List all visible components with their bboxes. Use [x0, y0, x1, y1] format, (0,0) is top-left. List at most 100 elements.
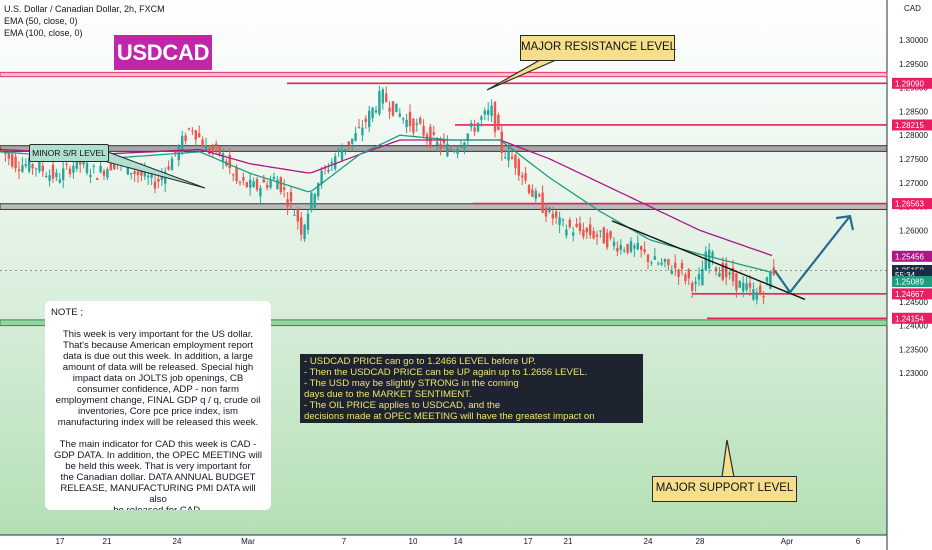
- y-tick-label: 1.30000: [899, 36, 928, 45]
- forecast-box: - USDCAD PRICE can go to 1.2466 LEVEL be…: [300, 354, 643, 423]
- candle-body: [330, 162, 333, 164]
- x-tick-label: 6: [856, 537, 861, 546]
- candle-body: [595, 234, 599, 237]
- candle-body: [745, 283, 748, 290]
- candle-body: [140, 170, 143, 176]
- candle-body: [626, 244, 629, 253]
- candle-body: [235, 167, 238, 182]
- candle-body: [201, 139, 204, 148]
- candle-body: [667, 259, 670, 265]
- support-callout: MAJOR SUPPORT LEVEL: [652, 476, 797, 502]
- price-tag-label: 1.28215: [895, 121, 924, 130]
- price-tag: [892, 276, 932, 288]
- trend-line: [611, 220, 806, 301]
- candle-body: [96, 178, 99, 180]
- candle-body: [293, 214, 296, 216]
- candle-body: [347, 141, 350, 146]
- mid-zone: [0, 203, 888, 210]
- ema100-legend: EMA (100, close, 0): [4, 28, 83, 38]
- candle-body: [483, 110, 486, 115]
- x-tick-label: 21: [564, 537, 573, 546]
- candle-body: [582, 229, 585, 237]
- candle-body: [351, 138, 354, 144]
- candle-body: [204, 145, 208, 151]
- candle-body: [65, 164, 68, 166]
- candle-body: [72, 165, 75, 173]
- candle-body: [772, 267, 775, 275]
- candle-body: [174, 149, 177, 154]
- candle-body: [646, 254, 650, 262]
- candle-body: [735, 273, 738, 290]
- x-tick-label: Apr: [781, 537, 794, 546]
- candle-body: [701, 268, 704, 286]
- candle-body: [68, 168, 72, 175]
- candle-body: [555, 211, 558, 218]
- y-tick-label: 1.24500: [899, 298, 928, 307]
- candle-body: [544, 207, 548, 217]
- candle-body: [82, 159, 85, 165]
- x-tick-label: 7: [342, 537, 347, 546]
- candle-body: [184, 135, 187, 142]
- candle-body: [599, 230, 602, 232]
- candle-body: [456, 148, 459, 155]
- currency-label: CAD: [904, 4, 921, 13]
- y-tick-label: 1.24000: [899, 322, 928, 331]
- candle-body: [653, 256, 656, 260]
- candle-body: [334, 156, 337, 169]
- candle-body: [629, 241, 633, 252]
- candle-body: [109, 161, 112, 171]
- candle-body: [422, 126, 425, 136]
- candle-body: [521, 175, 524, 178]
- x-tick-label: 24: [173, 537, 182, 546]
- candle-body: [453, 150, 456, 153]
- candle-body: [510, 156, 514, 159]
- candle-body: [187, 128, 191, 130]
- candle-body: [606, 232, 609, 248]
- candle-body: [500, 131, 503, 154]
- candle-body: [674, 262, 677, 269]
- candle-body: [718, 272, 721, 277]
- candle-body: [51, 164, 55, 179]
- note-title: NOTE ;: [51, 307, 83, 318]
- candle-body: [181, 135, 184, 152]
- price-tag: [892, 269, 932, 281]
- candle-body: [419, 118, 422, 124]
- candle-body: [487, 109, 490, 115]
- price-tag-label: 1.25089: [895, 278, 924, 287]
- candle-body: [232, 174, 235, 176]
- candle-body: [405, 119, 408, 128]
- candle-body: [303, 224, 306, 239]
- candle-body: [327, 169, 330, 172]
- candle-body: [762, 295, 765, 298]
- price-tag-label: 1.29090: [895, 79, 924, 88]
- candle-body: [680, 262, 684, 269]
- candle-body: [684, 274, 687, 281]
- candle-body: [636, 242, 639, 250]
- candle-body: [21, 165, 24, 172]
- candle-body: [425, 134, 429, 140]
- candle-body: [378, 91, 381, 114]
- candle-body: [153, 181, 157, 189]
- candle-body: [551, 213, 554, 219]
- candle-body: [194, 130, 197, 140]
- candle-body: [317, 183, 320, 197]
- candle-body: [218, 146, 221, 155]
- candle-body: [262, 179, 265, 183]
- price-tag-label: 1.24154: [895, 314, 924, 323]
- candle-body: [429, 126, 432, 147]
- candle-body: [493, 101, 497, 132]
- ema50-line: [0, 134, 773, 274]
- note-paragraph-cad: The main indicator for CAD this week is …: [54, 439, 262, 510]
- candle-body: [28, 157, 31, 172]
- candle-body: [708, 249, 711, 269]
- y-tick-label: 1.28500: [899, 107, 928, 116]
- candle-body: [85, 163, 89, 174]
- candle-body: [507, 150, 510, 161]
- candle-body: [765, 277, 769, 282]
- note-box: NOTE ; This week is very important for t…: [45, 301, 271, 510]
- price-tag: [892, 312, 932, 324]
- candle-body: [89, 174, 92, 178]
- candle-body: [102, 171, 106, 176]
- candle-body: [374, 110, 378, 113]
- candle-body: [704, 251, 707, 270]
